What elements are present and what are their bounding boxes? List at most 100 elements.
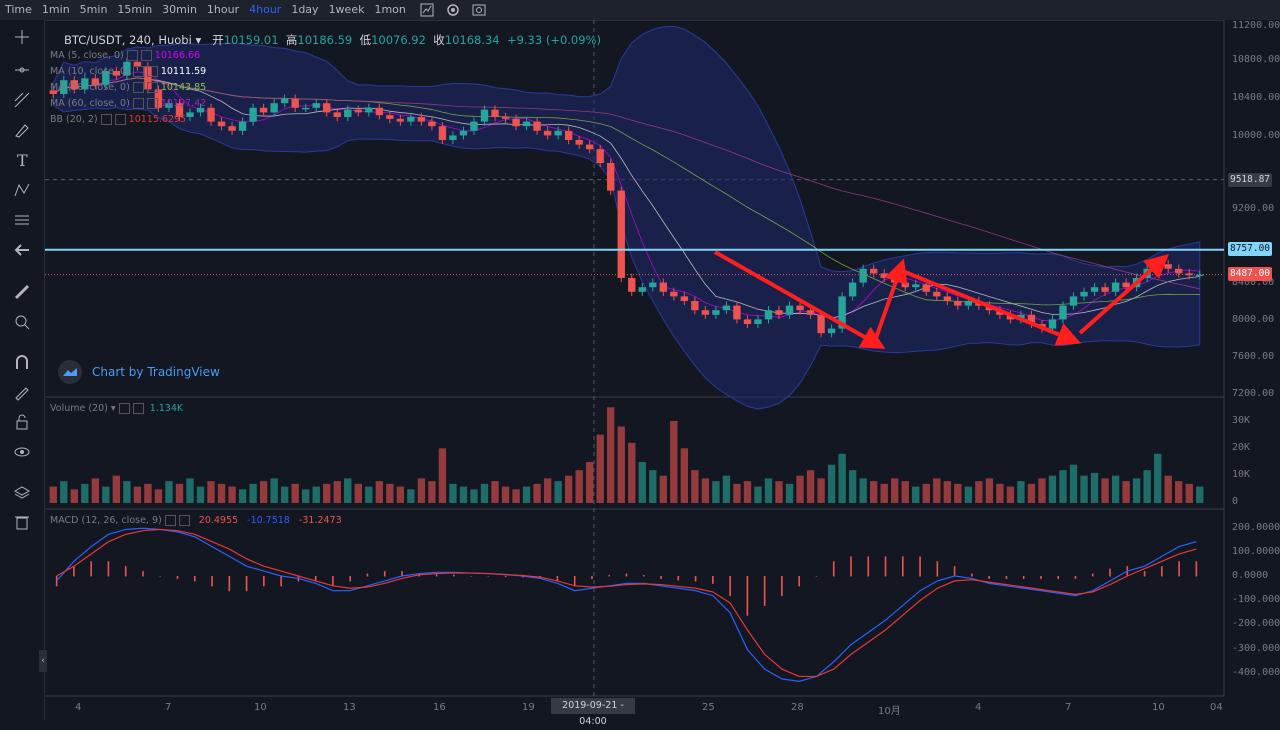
text-icon[interactable]: T xyxy=(10,148,34,172)
date-axis-label: 4 xyxy=(75,702,82,713)
volume-bar xyxy=(680,448,689,503)
indicator-settings-icon[interactable] xyxy=(132,98,144,109)
candle-body xyxy=(207,107,215,122)
candle-body xyxy=(344,109,352,117)
tf-1week[interactable]: 1week xyxy=(328,3,365,16)
measure-icon[interactable] xyxy=(10,208,34,232)
layers-icon[interactable] xyxy=(10,480,34,504)
indicator-settings-icon[interactable] xyxy=(132,66,144,77)
volume-bar xyxy=(1038,478,1046,503)
fib-icon[interactable] xyxy=(10,88,34,112)
indicator-settings-icon[interactable] xyxy=(100,114,112,125)
candle-body xyxy=(533,121,541,131)
candle-body xyxy=(649,282,657,288)
svg-text:T: T xyxy=(17,151,28,169)
indicator-close-icon[interactable] xyxy=(146,66,158,77)
tradingview-watermark[interactable]: Chart by TradingView xyxy=(58,360,220,384)
volume-bar xyxy=(280,486,289,503)
tf-1min[interactable]: 1min xyxy=(41,3,70,16)
macd-histogram-bar xyxy=(953,566,956,577)
indicator-settings-icon[interactable] xyxy=(132,82,144,93)
collapse-sidebar-button[interactable]: ‹ xyxy=(39,650,47,672)
date-axis-label: 16 xyxy=(433,702,446,713)
macd-close-icon[interactable] xyxy=(178,515,190,526)
timeframe-toolbar: Time 1min 5min 15min 30min 1hour 4hour 1… xyxy=(0,0,1280,21)
macd-histogram-bar xyxy=(573,576,576,587)
volume-legend[interactable]: Volume (20) ▾ 1.134K xyxy=(50,403,184,414)
candle-body xyxy=(554,130,562,136)
candle-body xyxy=(543,130,552,136)
volume-bar xyxy=(480,483,489,503)
candle-body xyxy=(901,282,909,288)
indicator-close-icon[interactable] xyxy=(146,82,158,93)
volume-bar xyxy=(144,483,152,503)
pattern-arrow xyxy=(1078,254,1169,335)
indicator-close-icon[interactable] xyxy=(114,114,126,125)
tf-1mon[interactable]: 1mon xyxy=(374,3,406,16)
candle-body xyxy=(196,107,205,113)
indicator-icon[interactable] xyxy=(417,1,437,19)
volume-close-icon[interactable] xyxy=(132,403,144,414)
tf-4hour[interactable]: 4hour xyxy=(249,3,282,16)
macd-histogram-bar xyxy=(850,556,852,577)
indicator-close-icon[interactable] xyxy=(140,50,152,61)
macd-settings-icon[interactable] xyxy=(164,515,176,526)
volume-bar xyxy=(112,475,121,503)
brush-icon[interactable] xyxy=(10,118,34,142)
tf-1hour[interactable]: 1hour xyxy=(206,3,240,16)
candle-body xyxy=(1080,291,1088,297)
volume-settings-icon[interactable] xyxy=(118,403,130,414)
indicator-row[interactable]: MA (30, close, 0) 10143.85 xyxy=(50,82,207,93)
macd-legend[interactable]: MACD (12, 26, close, 9) 20.4955 -10.7518… xyxy=(50,515,342,526)
candle-body xyxy=(796,305,804,311)
screenshot-icon[interactable] xyxy=(469,1,489,19)
volume-bar xyxy=(838,453,846,503)
macd-axis-label: -300.0000 xyxy=(1232,643,1280,654)
indicator-close-icon[interactable] xyxy=(146,98,158,109)
candle-body xyxy=(1185,273,1193,276)
candle-body xyxy=(1101,287,1109,292)
date-axis-label: 28 xyxy=(791,702,804,713)
volume-bar xyxy=(712,481,720,503)
macd-histogram-bar xyxy=(936,561,939,577)
tf-15min[interactable]: 15min xyxy=(117,3,153,16)
pattern-icon[interactable] xyxy=(10,178,34,202)
volume-bar xyxy=(848,470,857,503)
indicator-settings-icon[interactable] xyxy=(126,50,138,61)
back-arrow-icon[interactable] xyxy=(10,238,34,262)
crosshair-icon[interactable] xyxy=(10,25,34,49)
tf-time[interactable]: Time xyxy=(5,3,32,16)
symbol-menu-icon[interactable]: ▾ xyxy=(195,33,202,47)
candle-body xyxy=(596,149,604,163)
macd-histogram-bar xyxy=(193,576,196,582)
zoom-icon[interactable] xyxy=(10,310,34,334)
volume-bar xyxy=(1101,478,1109,503)
candle-body xyxy=(280,98,289,104)
indicator-row[interactable]: MA (5, close, 0) 10166.66 xyxy=(50,50,201,61)
volume-bar xyxy=(186,478,194,503)
ruler-icon[interactable] xyxy=(10,280,34,304)
pencil-lock-icon[interactable] xyxy=(10,380,34,404)
lock-icon[interactable] xyxy=(10,410,34,434)
indicator-row[interactable]: BB (20, 2) 10115.6295 xyxy=(50,114,187,125)
symbol-name[interactable]: BTC/USDT, 240, Huobi xyxy=(64,33,192,47)
candle-body xyxy=(491,109,499,117)
tf-5min[interactable]: 5min xyxy=(79,3,108,16)
volume-bar xyxy=(102,486,110,503)
magnet-icon[interactable] xyxy=(10,350,34,374)
macd-histogram-bar xyxy=(971,573,973,577)
trash-icon[interactable] xyxy=(10,510,34,534)
volume-bar xyxy=(396,486,405,503)
level-price-tag: 8757.00 xyxy=(1228,242,1272,256)
eye-icon[interactable] xyxy=(10,440,34,464)
volume-bar xyxy=(1069,464,1078,503)
indicator-row[interactable]: MA (10, close, 0) 10111.59 xyxy=(50,66,207,77)
tf-30min[interactable]: 30min xyxy=(162,3,197,16)
settings-icon[interactable] xyxy=(443,1,463,19)
volume-bar xyxy=(428,481,436,503)
trendline-icon[interactable] xyxy=(10,58,34,82)
indicator-row[interactable]: MA (60, close, 0) 10197.42 xyxy=(50,98,207,109)
date-axis-label: 10 xyxy=(1152,702,1165,713)
tf-1day[interactable]: 1day xyxy=(291,3,319,16)
